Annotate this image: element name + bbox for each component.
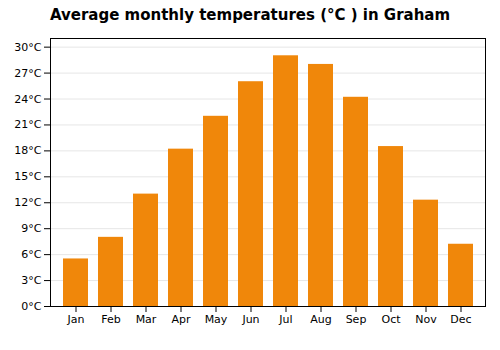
svg-text:12°C: 12°C — [14, 196, 41, 209]
svg-text:Apr: Apr — [171, 313, 191, 326]
svg-text:Dec: Dec — [450, 313, 471, 326]
svg-text:27°C: 27°C — [14, 67, 41, 80]
svg-text:0°C: 0°C — [21, 300, 41, 313]
svg-text:Sep: Sep — [346, 313, 367, 326]
svg-text:Jul: Jul — [278, 313, 292, 326]
svg-text:Feb: Feb — [101, 313, 120, 326]
svg-text:Nov: Nov — [415, 313, 437, 326]
svg-text:Aug: Aug — [310, 313, 331, 326]
svg-text:Jan: Jan — [67, 313, 85, 326]
svg-text:Oct: Oct — [381, 313, 401, 326]
svg-text:3°C: 3°C — [21, 274, 41, 287]
svg-text:15°C: 15°C — [14, 170, 41, 183]
svg-text:30°C: 30°C — [14, 41, 41, 54]
svg-text:21°C: 21°C — [14, 118, 41, 131]
svg-text:18°C: 18°C — [14, 144, 41, 157]
svg-text:May: May — [205, 313, 228, 326]
svg-text:24°C: 24°C — [14, 93, 41, 106]
svg-text:Mar: Mar — [136, 313, 157, 326]
html-text:Average monthly temperatures (: Average monthly temperatures (°C ) in Gr… — [49, 6, 451, 24]
svg-text:6°C: 6°C — [21, 248, 41, 261]
svg-text:9°C: 9°C — [21, 222, 41, 235]
svg-text:Jun: Jun — [241, 313, 259, 326]
